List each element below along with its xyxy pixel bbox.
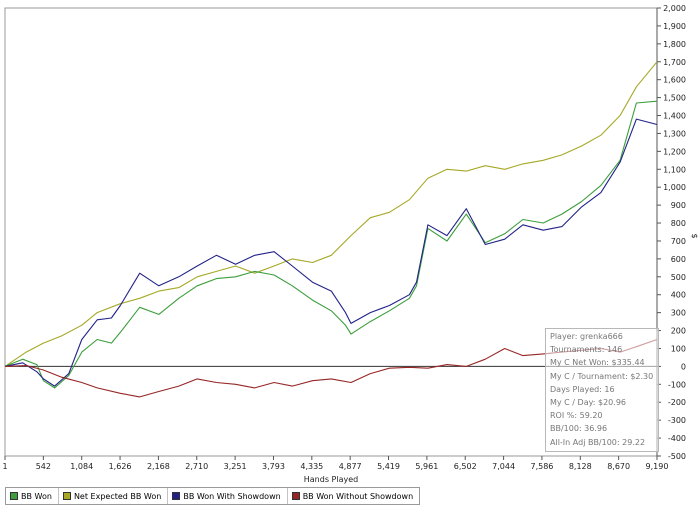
y-tick-label: 500	[671, 273, 686, 282]
x-tick-label: 7,586	[530, 462, 553, 471]
legend-label: Net Expected BB Won	[73, 491, 162, 501]
x-axis-title: Hands Played	[304, 475, 358, 484]
stat-line: Player: grenka666	[550, 332, 623, 341]
y-tick-label: 700	[671, 237, 686, 246]
y-tick-label: 300	[671, 309, 686, 318]
series-line-bb-won	[4, 100, 658, 389]
stat-line: My C / Day: $20.96	[550, 398, 626, 407]
y-tick-label: 200	[671, 327, 686, 336]
y-tick-label: 2,000	[663, 4, 686, 13]
x-tick-label: 9,190	[646, 462, 669, 471]
y-tick-label: -200	[668, 398, 686, 407]
legend-item[interactable]: BB Won With Showdown	[168, 488, 288, 504]
stat-line: BB/100: 36.96	[550, 424, 608, 434]
y-tick-label: 0	[681, 362, 686, 371]
legend-label: BB Won	[21, 491, 52, 501]
legend-swatch	[62, 492, 71, 500]
stat-line: My C / Tournament: $2.30	[550, 371, 654, 381]
x-tick-label: 1,084	[70, 462, 93, 471]
legend-swatch	[291, 492, 300, 500]
x-tick-label: 2,168	[147, 462, 170, 471]
x-tick-label: 5,419	[377, 462, 400, 471]
y-tick-label: -300	[668, 416, 686, 425]
series-line-bb-won-with-showdown	[4, 118, 658, 387]
x-tick-label: 6,502	[454, 462, 477, 471]
y-tick-label: 1,400	[663, 112, 686, 121]
y-tick-label: 1,600	[663, 76, 686, 85]
y-tick-label: 1,900	[663, 22, 686, 31]
stat-line: Days Played: 16	[550, 384, 615, 394]
x-axis: 1 542 1,084 1,626 2,168 2,710 3,251 3,793 4,335 4…	[2, 456, 668, 471]
x-tick-label: 7,044	[492, 462, 515, 471]
x-tick-label: 5,961	[415, 462, 438, 471]
x-tick-label: 4,335	[300, 462, 323, 471]
y-tick-label: 800	[671, 219, 686, 228]
y-tick-label: 100	[671, 344, 686, 353]
stat-line: All-In Adj BB/100: 29.22	[550, 437, 646, 447]
y-tick-label: 1,800	[663, 40, 686, 49]
series-line-net-expected-bb-won	[4, 61, 658, 367]
stat-line: My C Net Won: $335.44	[550, 358, 645, 368]
stat-line: ROI %: 59.20	[550, 411, 603, 421]
y-tick-label: 400	[671, 291, 686, 300]
chart-legend: BB Won Net Expected BB Won BB Won With Sho…	[5, 487, 421, 505]
y-tick-label: 1,100	[663, 165, 686, 174]
x-tick-label: 3,251	[224, 462, 247, 471]
x-tick-label: 8,670	[607, 462, 630, 471]
x-tick-label: 1	[2, 462, 7, 471]
stat-line: Tournaments: 146	[550, 345, 623, 355]
y-axis: -500 -400 -300 -200 -100 0 100 200 300 400 500 600 7…	[657, 4, 686, 461]
player-stats-box: Player: grenka666 Tournaments: 146 My C Ne…	[545, 328, 659, 452]
x-tick-label: 3,793	[262, 462, 285, 471]
legend-swatch	[10, 492, 18, 500]
x-tick-label: 542	[36, 462, 51, 471]
y-tick-label: 600	[671, 255, 686, 264]
x-tick-label: 8,128	[569, 462, 592, 471]
y-axis-title: $	[690, 233, 699, 238]
y-tick-label: -400	[668, 434, 686, 443]
legend-item[interactable]: BB Won Without Showdown	[288, 488, 419, 504]
y-tick-label: -500	[668, 452, 686, 461]
x-tick-label: 2,710	[185, 462, 208, 471]
x-tick-label: 4,877	[339, 462, 362, 471]
legend-item[interactable]: Net Expected BB Won	[59, 488, 169, 504]
legend-item[interactable]: BB Won	[6, 488, 59, 504]
legend-label: BB Won Without Showdown	[302, 491, 414, 501]
y-tick-label: 1,500	[663, 94, 686, 103]
y-tick-label: 1,200	[663, 147, 686, 156]
legend-swatch	[172, 492, 181, 500]
y-tick-label: 900	[671, 201, 686, 210]
y-tick-label: -100	[668, 380, 686, 389]
legend-label: BB Won With Showdown	[183, 491, 281, 501]
y-tick-label: 1,700	[663, 58, 686, 67]
x-tick-label: 1,626	[109, 462, 132, 471]
y-tick-label: 1,000	[663, 183, 686, 192]
y-tick-label: 1,300	[663, 129, 686, 138]
